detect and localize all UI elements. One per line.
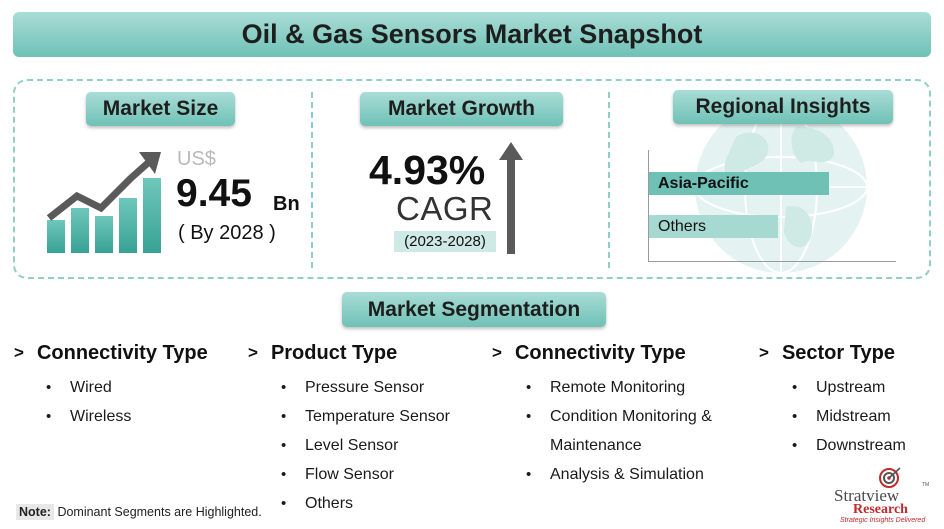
segment-item: Wireless [46, 402, 208, 431]
snapshot-panel [13, 79, 931, 279]
footnote: Note: Dominant Segments are Highlighted. [16, 504, 262, 520]
segment-item: Others [281, 489, 450, 518]
cagr-period: (2023-2028) [394, 231, 496, 252]
segment-column-connectivity-2: > Connectivity Type Remote Monitoring Con… [492, 340, 712, 490]
regional-insights-heading: Regional Insights [673, 90, 893, 124]
currency-label: US$ [177, 148, 216, 170]
segment-item: Upstream [792, 373, 906, 402]
segment-title: Sector Type [781, 341, 895, 364]
segment-item: Pressure Sensor [281, 373, 450, 402]
logo-tm: TM [922, 482, 930, 488]
market-size-unit: Bn [273, 193, 300, 215]
region-bar-others: Others [649, 215, 778, 238]
segment-title: Connectivity Type [36, 341, 208, 364]
region-chart-baseline [648, 261, 896, 262]
up-arrow-icon [499, 142, 523, 254]
chevron-right-icon: > [759, 343, 769, 362]
note-label: Note: [16, 504, 54, 520]
logo-brand: Stratview [834, 486, 900, 505]
note-text: Dominant Segments are Highlighted. [57, 505, 262, 519]
logo-tagline: Strategic Insights Delivered [840, 517, 926, 524]
market-size-value: 9.45 [176, 172, 252, 215]
segment-item: Analysis & Simulation [526, 460, 712, 489]
segment-item: Midstream [792, 402, 906, 431]
segment-item-continued: Maintenance [550, 437, 642, 454]
panel-divider [608, 92, 610, 268]
chevron-right-icon: > [14, 343, 24, 362]
segment-item: Condition Monitoring & [526, 402, 712, 431]
region-chart-axis [648, 150, 649, 262]
target-icon [879, 467, 901, 488]
chevron-right-icon: > [248, 343, 258, 362]
logo-research: Research [853, 502, 908, 517]
segment-column-sector: > Sector Type Upstream Midstream Downstre… [759, 340, 906, 461]
chevron-right-icon: > [492, 343, 502, 362]
cagr-label: CAGR [396, 190, 494, 227]
segment-item: Remote Monitoring [526, 373, 712, 402]
stratview-logo: Stratview TM Research Strategic Insights… [826, 466, 942, 528]
segment-item: Downstream [792, 431, 906, 460]
segment-item: Flow Sensor [281, 460, 450, 489]
segment-column-product: > Product Type Pressure Sensor Temperatur… [248, 340, 450, 519]
panel-divider [311, 92, 313, 268]
market-segmentation-heading: Market Segmentation [342, 292, 606, 327]
segment-title: Product Type [270, 341, 398, 364]
segment-item: Wired [46, 373, 208, 402]
segment-title: Connectivity Type [514, 341, 686, 364]
cagr-value: 4.93% [369, 147, 486, 193]
segment-item: Temperature Sensor [281, 402, 450, 431]
market-size-year: ( By 2028 ) [178, 222, 276, 244]
segment-column-connectivity: > Connectivity Type Wired Wireless [14, 340, 208, 432]
segment-item: Level Sensor [281, 431, 450, 460]
bar-chart-rising-arrow-icon [46, 152, 161, 253]
page-title: Oil & Gas Sensors Market Snapshot [13, 12, 931, 57]
market-growth-heading: Market Growth [360, 92, 563, 126]
market-size-heading: Market Size [86, 92, 235, 126]
region-bar-asia-pacific: Asia-Pacific [649, 172, 829, 195]
